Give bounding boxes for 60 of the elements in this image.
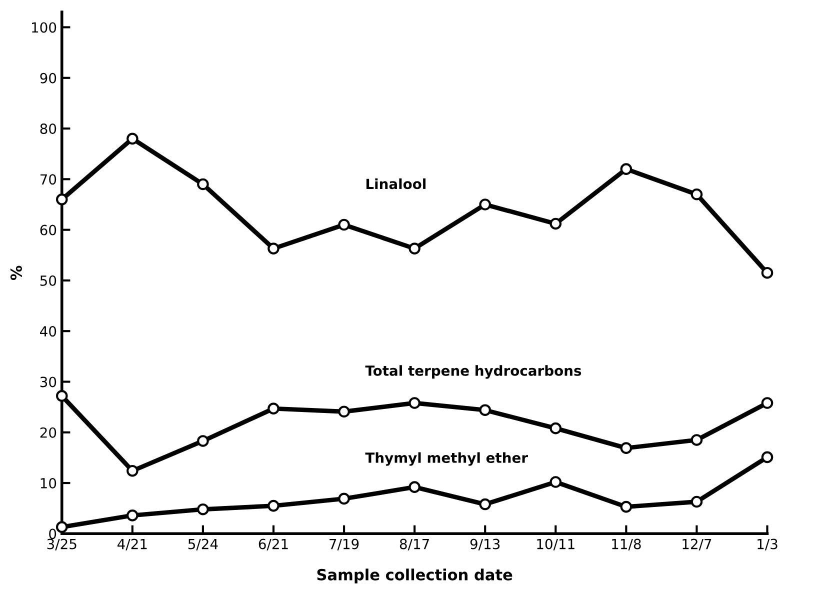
x-tick-label: 4/21 xyxy=(117,538,147,550)
point xyxy=(690,188,703,200)
point xyxy=(56,390,68,402)
point xyxy=(197,503,209,516)
point xyxy=(268,402,280,414)
point xyxy=(761,451,774,464)
point xyxy=(620,500,632,513)
point xyxy=(338,492,350,505)
point xyxy=(197,435,209,447)
text: Linalool xyxy=(366,178,426,190)
y-tick-label: 20 xyxy=(40,427,56,438)
point xyxy=(56,521,68,533)
x-axis-title: Sample collection date xyxy=(317,568,512,584)
point xyxy=(479,404,492,416)
y-tick-label: 90 xyxy=(40,72,56,84)
y-tick-label: 80 xyxy=(40,124,56,134)
y-tick-label: 40 xyxy=(40,326,56,337)
x-tick-label: 1/3 xyxy=(758,538,778,550)
point xyxy=(56,194,68,206)
y-tick-label: 70 xyxy=(40,174,56,185)
y-tick-label: 30 xyxy=(40,376,56,388)
y-tick-label: 10 xyxy=(40,478,56,488)
point xyxy=(126,510,138,522)
point xyxy=(479,198,492,210)
point xyxy=(550,422,562,434)
x-tick-label: 7/19 xyxy=(330,538,359,550)
point xyxy=(268,500,280,512)
series-label: Thymyl methyl ether xyxy=(365,452,528,466)
point xyxy=(690,434,703,446)
x-tick-label: 6/21 xyxy=(258,538,288,550)
y-tick-label: 100 xyxy=(32,22,56,33)
point xyxy=(338,406,350,418)
point xyxy=(408,481,420,493)
x-tick-label: 3/25 xyxy=(47,538,76,550)
y-tick-label: 0 xyxy=(49,528,56,540)
x-tick-label: 9/13 xyxy=(470,538,500,550)
point xyxy=(479,498,492,510)
point xyxy=(761,266,774,279)
y-tick-label: 50 xyxy=(40,275,56,286)
point xyxy=(126,464,138,477)
point xyxy=(126,132,138,145)
point xyxy=(408,242,420,254)
text: Total terpene hydrocarbons xyxy=(365,365,582,379)
point xyxy=(690,496,703,508)
x-tick-label: 12/7 xyxy=(682,538,712,550)
point xyxy=(620,442,632,454)
point xyxy=(761,397,774,409)
point xyxy=(338,218,350,231)
point xyxy=(550,476,562,488)
x-tick-label: 8/17 xyxy=(400,538,429,550)
point xyxy=(408,397,420,409)
point xyxy=(620,163,632,175)
y-tick-label: 60 xyxy=(40,224,56,236)
x-tick-label: 11/8 xyxy=(612,538,641,550)
point xyxy=(197,178,209,190)
y-axis-title: % xyxy=(10,266,22,280)
point xyxy=(268,242,280,254)
x-tick-label: 10/11 xyxy=(537,538,574,550)
point xyxy=(550,218,562,230)
x-tick-label: 5/24 xyxy=(188,538,218,550)
